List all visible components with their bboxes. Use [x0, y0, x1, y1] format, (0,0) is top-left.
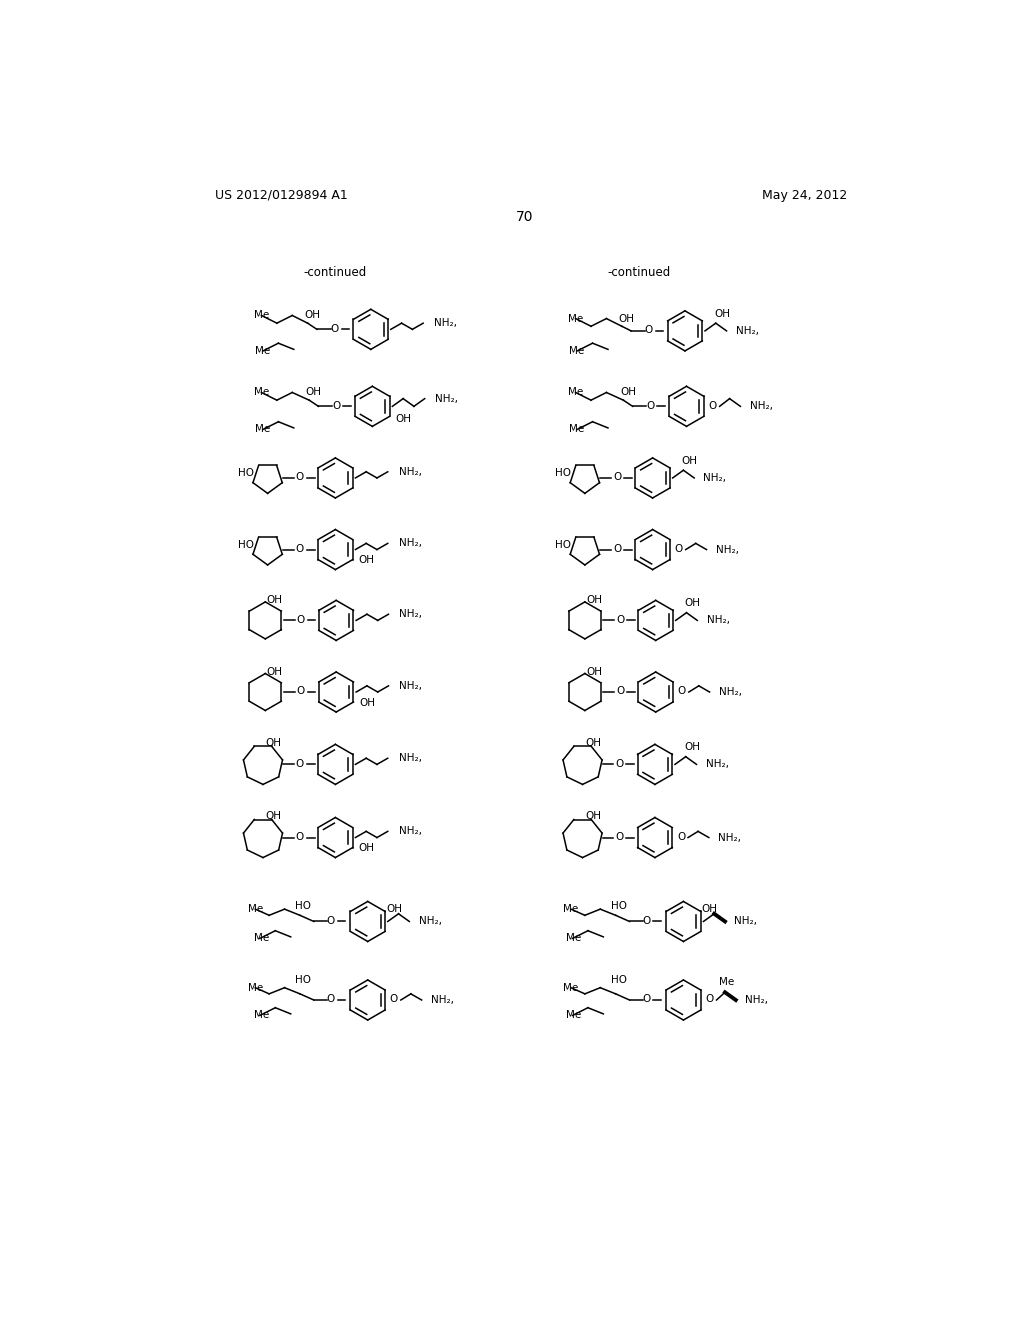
- Text: HO: HO: [295, 902, 311, 911]
- Text: Me: Me: [569, 425, 585, 434]
- Text: -continued: -continued: [303, 265, 367, 279]
- Text: O: O: [615, 759, 624, 768]
- Text: Me: Me: [566, 1010, 582, 1020]
- Text: O: O: [296, 544, 304, 554]
- Text: NH₂,: NH₂,: [434, 318, 457, 329]
- Text: O: O: [616, 686, 625, 696]
- Text: O: O: [677, 832, 685, 842]
- Text: O: O: [296, 832, 304, 842]
- Text: NH₂,: NH₂,: [736, 326, 759, 335]
- Text: O: O: [678, 686, 686, 696]
- Text: NH₂,: NH₂,: [435, 393, 459, 404]
- Text: Me: Me: [248, 982, 263, 993]
- Text: O: O: [616, 615, 625, 624]
- Text: NH₂,: NH₂,: [750, 401, 773, 412]
- Text: NH₂,: NH₂,: [707, 615, 729, 626]
- Text: NH₂,: NH₂,: [398, 754, 422, 763]
- Text: Me: Me: [569, 346, 585, 356]
- Text: NH₂,: NH₂,: [431, 995, 454, 1005]
- Text: HO: HO: [238, 469, 254, 478]
- Text: NH₂,: NH₂,: [719, 686, 741, 697]
- Text: Me: Me: [248, 904, 263, 915]
- Text: NH₂,: NH₂,: [734, 916, 757, 927]
- Text: OH: OH: [358, 556, 374, 565]
- Text: Me: Me: [566, 933, 582, 944]
- Text: OH: OH: [684, 742, 699, 752]
- Text: HO: HO: [555, 540, 571, 550]
- Text: O: O: [390, 994, 398, 1005]
- Text: Me: Me: [719, 977, 734, 986]
- Text: OH: OH: [620, 388, 636, 397]
- Text: NH₂,: NH₂,: [399, 610, 422, 619]
- Text: O: O: [613, 473, 622, 482]
- Text: O: O: [613, 544, 622, 554]
- Text: NH₂,: NH₂,: [398, 467, 422, 477]
- Text: NH₂,: NH₂,: [745, 995, 768, 1005]
- Text: O: O: [615, 832, 624, 842]
- Text: OH: OH: [586, 810, 601, 821]
- Text: Me: Me: [255, 425, 270, 434]
- Text: O: O: [296, 473, 304, 482]
- Text: O: O: [296, 759, 304, 768]
- Text: HO: HO: [610, 975, 627, 985]
- Text: Me: Me: [563, 904, 579, 915]
- Text: O: O: [706, 994, 714, 1005]
- Text: NH₂,: NH₂,: [706, 759, 729, 770]
- Text: O: O: [332, 400, 340, 411]
- Text: OH: OH: [701, 904, 718, 915]
- Text: 70: 70: [516, 210, 534, 224]
- Text: OH: OH: [386, 904, 401, 915]
- Text: O: O: [331, 323, 339, 334]
- Text: OH: OH: [266, 738, 282, 748]
- Text: Me: Me: [254, 310, 269, 321]
- Text: NH₂,: NH₂,: [399, 681, 422, 690]
- Text: OH: OH: [304, 310, 321, 321]
- Text: O: O: [642, 994, 650, 1005]
- Text: OH: OH: [266, 810, 282, 821]
- Text: May 24, 2012: May 24, 2012: [762, 189, 847, 202]
- Text: OH: OH: [714, 309, 730, 319]
- Text: NH₂,: NH₂,: [398, 826, 422, 837]
- Text: NH₂,: NH₂,: [419, 916, 441, 927]
- Text: OH: OH: [266, 595, 283, 606]
- Text: O: O: [709, 400, 717, 411]
- Text: O: O: [297, 615, 305, 624]
- Text: Me: Me: [254, 388, 269, 397]
- Text: HO: HO: [238, 540, 254, 550]
- Text: Me: Me: [255, 346, 270, 356]
- Text: OH: OH: [685, 598, 700, 609]
- Text: OH: OH: [586, 667, 602, 677]
- Text: OH: OH: [618, 314, 635, 323]
- Text: OH: OH: [586, 738, 601, 748]
- Text: OH: OH: [359, 698, 375, 708]
- Text: HO: HO: [295, 975, 311, 985]
- Text: O: O: [646, 400, 654, 411]
- Text: O: O: [645, 325, 653, 335]
- Text: -continued: -continued: [607, 265, 671, 279]
- Text: NH₂,: NH₂,: [398, 539, 422, 548]
- Text: O: O: [327, 916, 335, 925]
- Text: NH₂,: NH₂,: [718, 833, 741, 842]
- Text: Me: Me: [254, 1010, 269, 1020]
- Text: HO: HO: [610, 902, 627, 911]
- Text: US 2012/0129894 A1: US 2012/0129894 A1: [215, 189, 348, 202]
- Text: O: O: [327, 994, 335, 1005]
- Text: Me: Me: [568, 388, 584, 397]
- Text: HO: HO: [555, 469, 571, 478]
- Text: Me: Me: [563, 982, 579, 993]
- Text: O: O: [675, 544, 683, 554]
- Text: NH₂,: NH₂,: [703, 473, 726, 483]
- Text: OH: OH: [682, 455, 697, 466]
- Text: OH: OH: [306, 388, 322, 397]
- Text: O: O: [297, 686, 305, 696]
- Text: OH: OH: [586, 595, 602, 606]
- Text: OH: OH: [358, 843, 374, 853]
- Text: OH: OH: [266, 667, 283, 677]
- Text: Me: Me: [568, 314, 584, 323]
- Text: OH: OH: [395, 413, 412, 424]
- Text: O: O: [642, 916, 650, 925]
- Text: Me: Me: [254, 933, 269, 944]
- Text: NH₂,: NH₂,: [716, 545, 738, 554]
